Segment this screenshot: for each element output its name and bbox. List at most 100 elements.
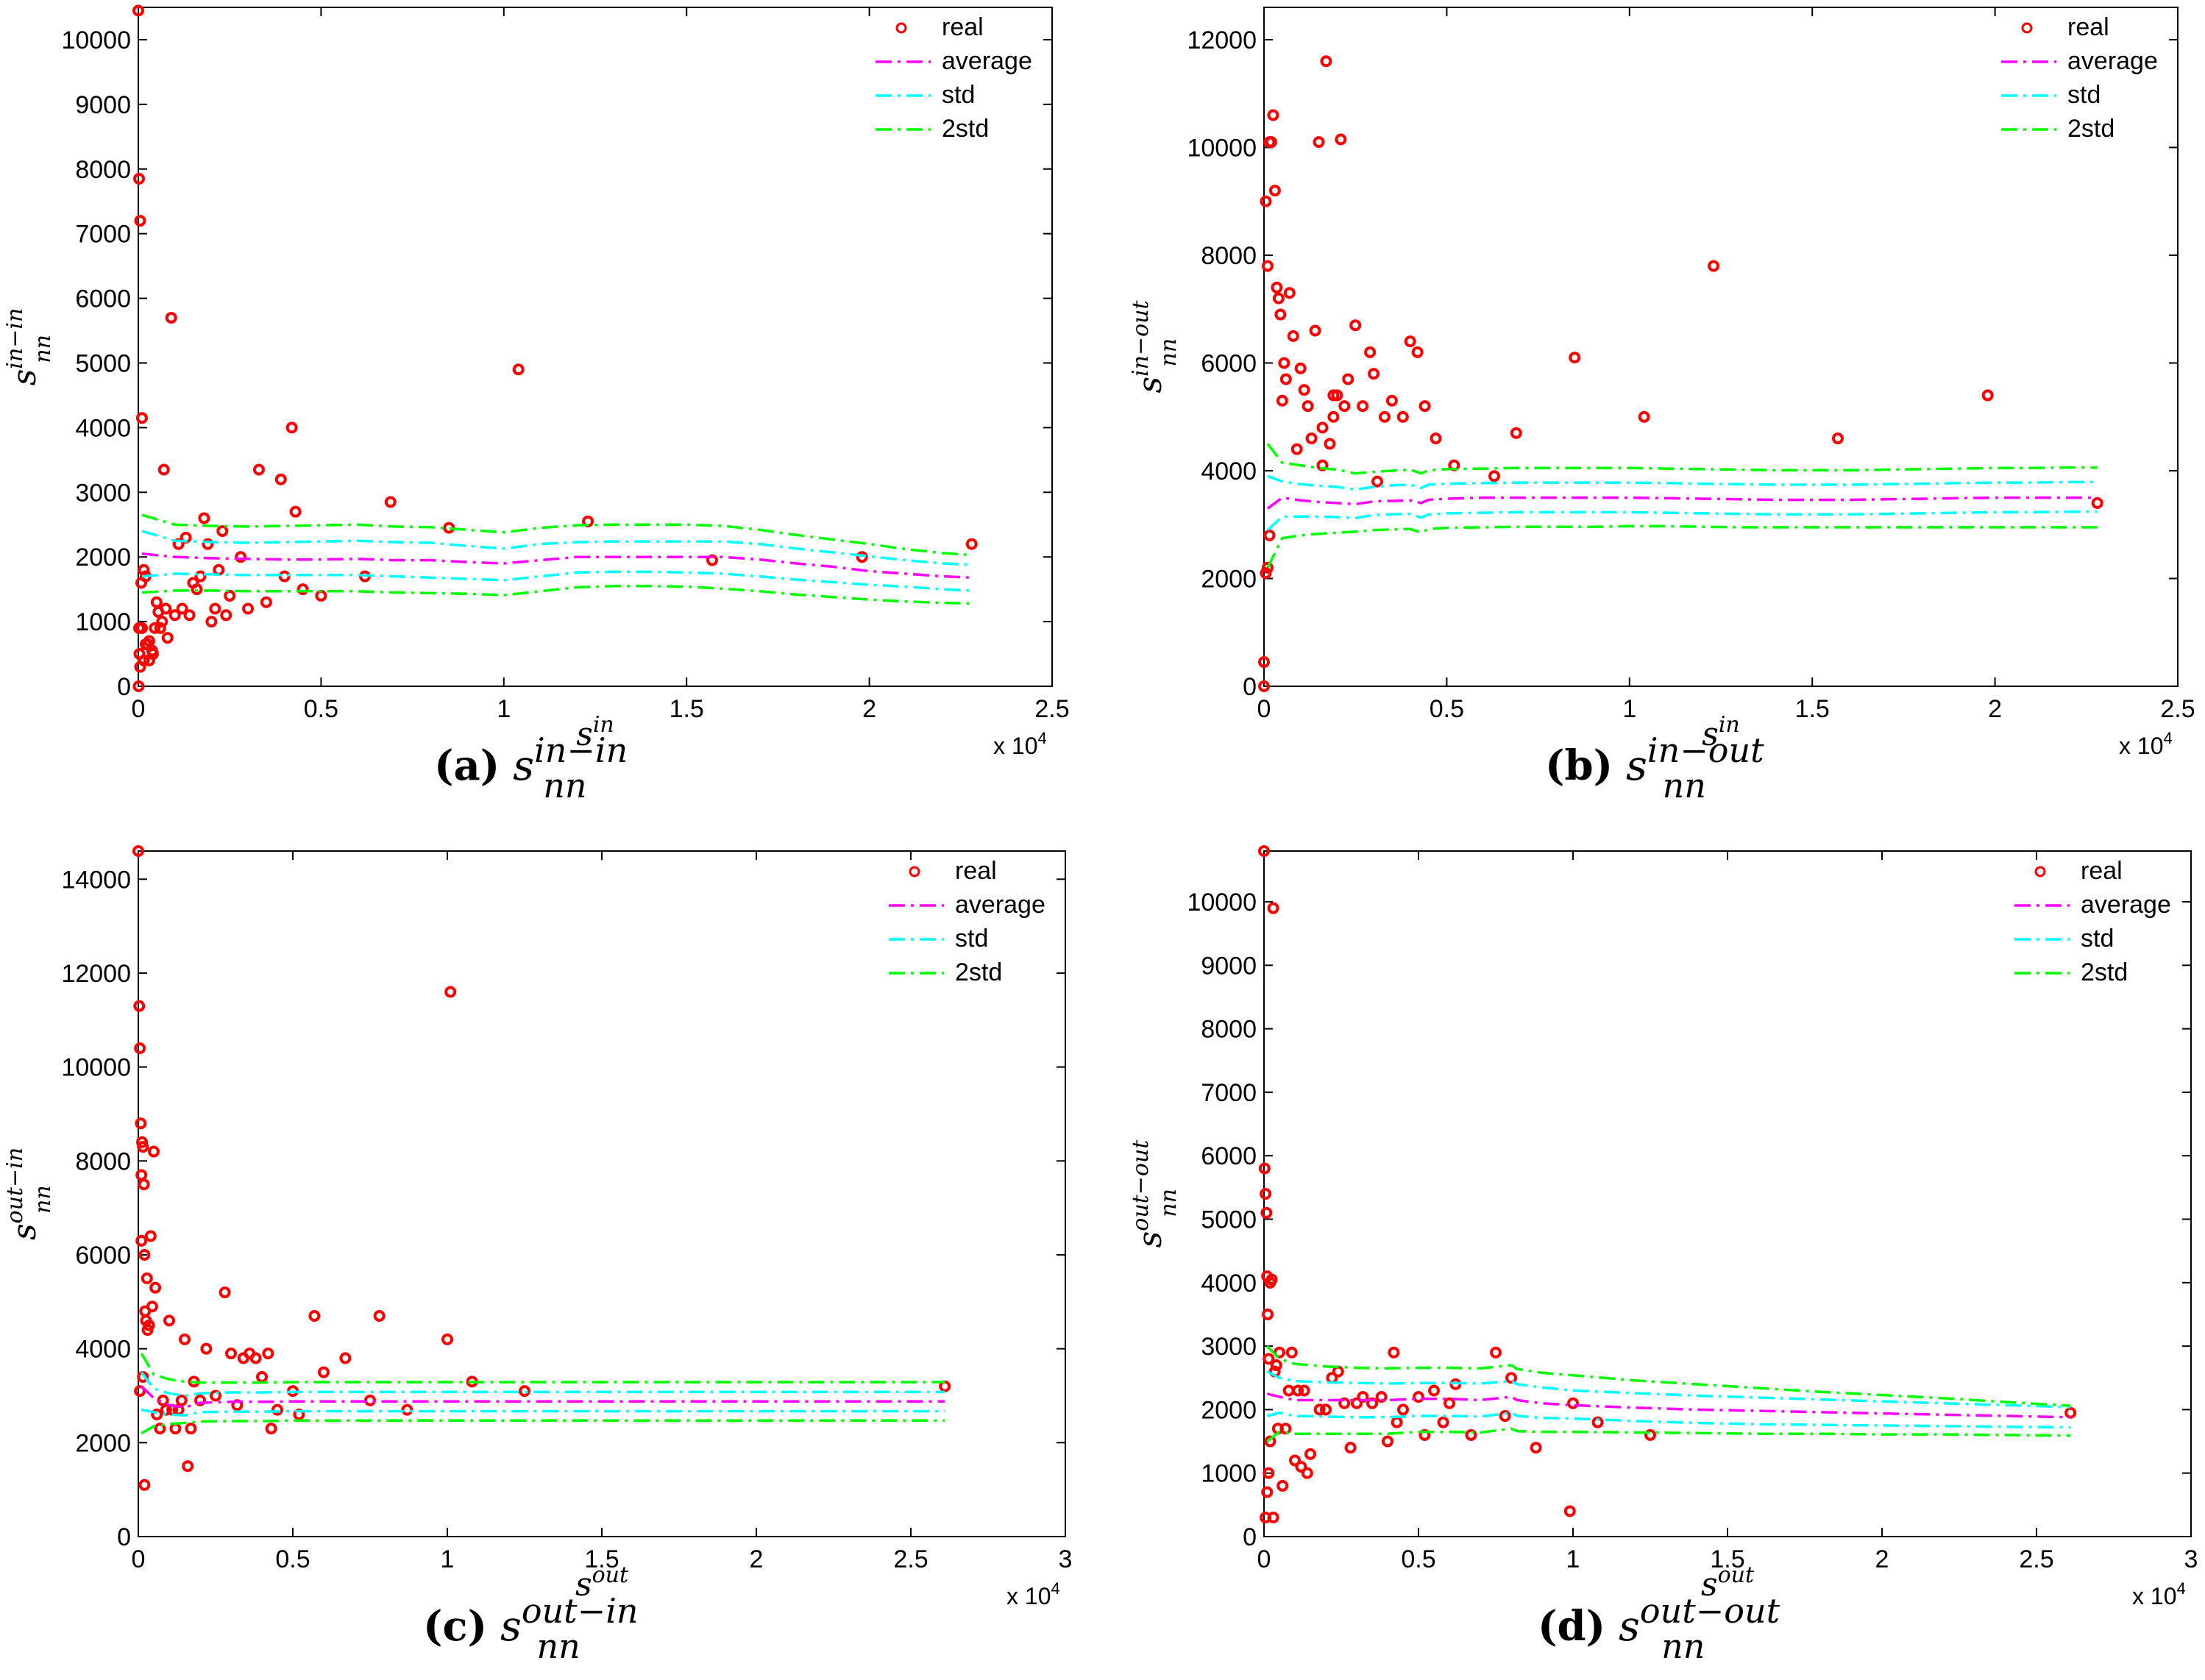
real-point [210, 1389, 221, 1402]
real-point [143, 1319, 155, 1331]
real-point [265, 1423, 277, 1435]
real-point [1304, 1448, 1316, 1460]
legend-label-real: real [942, 13, 984, 41]
caption-base: s [1619, 1603, 1640, 1651]
real-point [146, 648, 159, 661]
panel-c: 0 0.5 1 1.5 2 2.5 3 0 2000 4000 6000 8000 10000 12000… [2, 845, 1072, 1666]
2std-line [140, 1353, 945, 1384]
real-point [143, 635, 155, 647]
axes-box [138, 850, 1066, 1537]
legend-label-real: real [2067, 13, 2109, 41]
real-point [1342, 373, 1354, 385]
average-line [141, 552, 972, 580]
x-axis-label: sin [1702, 712, 1740, 753]
real-point [1397, 1403, 1409, 1416]
real-point [141, 1272, 153, 1284]
real-point [1324, 438, 1336, 450]
real-point [1357, 400, 1369, 413]
panel-caption: (b) sin−out nn [1545, 730, 1764, 805]
y-tick-label: 5000 [1201, 1206, 1257, 1234]
real-point [1285, 1346, 1298, 1359]
real-point [1301, 1467, 1313, 1479]
real-point [135, 412, 148, 424]
legend-label-std: std [2081, 925, 2114, 953]
real-point [135, 1169, 148, 1181]
y-tick-label: 6000 [75, 285, 131, 313]
real-point [138, 1478, 151, 1491]
caption-label: (b) [1545, 741, 1613, 790]
panel-caption: (d) sout−out nn [1538, 1591, 1780, 1666]
x-tick-label: 2.5 [2019, 1545, 2053, 1573]
axes-box [1263, 7, 2179, 687]
real-point [1258, 1162, 1271, 1175]
real-point [1287, 330, 1299, 342]
real-point [1368, 368, 1380, 380]
y-axis-label-base: s [6, 369, 43, 386]
real-point [154, 622, 166, 634]
x-tick-label: 1 [1622, 695, 1636, 723]
real-point [256, 1370, 268, 1383]
real-point [1327, 410, 1340, 423]
x-multiplier: x 104 [993, 729, 1047, 759]
real-point [194, 570, 207, 583]
y-axis-label: sin−in nn [2, 308, 56, 386]
legend-label-average: average [942, 47, 1032, 75]
real-point [1981, 389, 1994, 402]
real-point [519, 1385, 530, 1398]
real-point [1385, 394, 1398, 407]
y-tick-label: 6000 [1201, 349, 1257, 377]
real-point [1265, 1273, 1278, 1286]
real-point [144, 1230, 157, 1242]
real-point [1396, 410, 1409, 423]
real-point [1258, 656, 1270, 669]
real-point [1344, 1442, 1357, 1454]
std-line [1266, 1370, 2071, 1409]
real-point [444, 986, 457, 998]
y-tick-label: 0 [1243, 673, 1257, 701]
y-tick-label: 4000 [75, 414, 131, 442]
x-tick-label: 0.5 [1401, 1545, 1435, 1573]
real-point [1644, 1428, 1656, 1441]
real-point [318, 1366, 330, 1378]
x-multiplier: x 104 [2119, 729, 2173, 759]
real-point [1332, 1365, 1344, 1378]
real-point [1270, 1359, 1282, 1371]
x-tick-label: 1 [441, 1545, 455, 1573]
real-point [156, 616, 168, 628]
real-point [1276, 394, 1288, 407]
real-point [154, 1423, 166, 1435]
real-point [1264, 1435, 1277, 1448]
real-point [209, 602, 221, 615]
real-point [220, 609, 232, 622]
y-tick-label: 10000 [61, 26, 131, 54]
y-tick-label: 3000 [1201, 1333, 1257, 1361]
real-point [1267, 109, 1279, 121]
x-tick-label: 2.5 [1034, 695, 1069, 723]
real-point [1437, 1416, 1449, 1428]
real-point [1831, 433, 1844, 445]
real-point [134, 215, 146, 227]
x-axis-label-sup: in [593, 712, 614, 738]
x-tick-label: 0.5 [304, 695, 338, 723]
x-axis-label-base: s [1702, 716, 1719, 753]
x-tick-label: 3 [2184, 1545, 2198, 1573]
y-tick-label: 9000 [75, 91, 131, 119]
real-point [1388, 1346, 1400, 1359]
real-point [1364, 346, 1377, 358]
std-line [1266, 1411, 2071, 1429]
y-axis-label-base: s [6, 1223, 43, 1240]
real-point [134, 1042, 146, 1055]
x-tick-label: 2 [1875, 1545, 1889, 1573]
real-point [134, 661, 146, 673]
x-axis-label-base: s [575, 1566, 592, 1604]
y-tick-label: 0 [117, 673, 131, 701]
average-line [1266, 1392, 2071, 1419]
y-tick-label: 8000 [75, 1147, 131, 1175]
real-point [1638, 410, 1650, 423]
real-point [175, 1394, 188, 1406]
real-point [1294, 362, 1307, 374]
real-point [1320, 1403, 1332, 1416]
real-point [1309, 324, 1321, 337]
real-point [1411, 346, 1424, 358]
legend-label-2std: 2std [955, 958, 1002, 986]
